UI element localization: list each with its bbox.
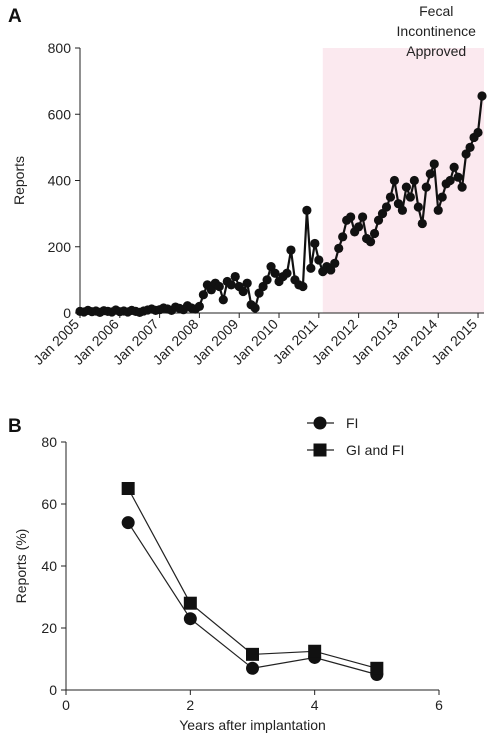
reports-data-point: [346, 212, 356, 222]
reports-data-point: [218, 295, 228, 305]
gi-and-fi-data-point: [121, 482, 135, 495]
panel-a-letter: A: [8, 6, 22, 27]
reports-data-point: [385, 192, 396, 202]
panel-b-y-tick-label: 40: [41, 558, 57, 574]
reports-data-point: [373, 215, 384, 225]
reports-data-point: [405, 192, 415, 202]
panel-b-x-axis-label: Years after implantation: [179, 717, 326, 733]
reports-data-point: [338, 232, 348, 242]
legend-square-marker: [313, 443, 327, 457]
reports-data-point: [429, 159, 439, 169]
panel-a-y-tick-label: 0: [63, 305, 71, 321]
reports-data-point: [306, 263, 316, 273]
reports-data-point: [393, 199, 404, 209]
reports-data-point: [401, 182, 411, 192]
reports-data-point: [457, 182, 467, 192]
reports-data-point: [389, 175, 400, 186]
reports-data-point: [194, 301, 205, 311]
reports-data-point: [314, 255, 324, 265]
reports-data-point: [310, 238, 320, 249]
reports-data-point: [449, 162, 459, 172]
reports-data-point: [330, 258, 340, 268]
panel-b-x-tick-label: 2: [186, 697, 194, 713]
fi-data-point: [246, 661, 259, 675]
reports-data-point: [286, 245, 296, 255]
gi-and-fi-data-point: [370, 661, 384, 675]
reports-data-point: [302, 205, 312, 215]
reports-data-point: [477, 91, 487, 101]
reports-data-point: [206, 285, 216, 295]
annotation-line: Approved: [406, 43, 466, 59]
reports-data-point: [198, 290, 208, 300]
legend-label: FI: [346, 415, 358, 431]
reports-data-point: [409, 175, 419, 186]
series-line-square: [127, 488, 377, 669]
reports-data-point: [369, 228, 380, 239]
reports-data-point: [250, 303, 260, 313]
reports-data-point: [238, 286, 248, 297]
reports-data-point: [437, 192, 447, 202]
gi-and-fi-data-point: [308, 644, 322, 658]
reports-data-point: [354, 222, 364, 232]
reports-data-point: [365, 237, 376, 247]
reports-data-point: [262, 275, 272, 285]
reports-data-point: [381, 202, 392, 212]
annotation-line: Fecal: [419, 3, 453, 19]
reports-data-point: [358, 212, 368, 222]
panel-a-y-tick-label: 800: [48, 40, 72, 56]
panel-b-letter: B: [8, 416, 22, 437]
reports-data-point: [214, 281, 224, 292]
panel-b-y-tick-label: 0: [49, 682, 57, 698]
fi-data-point: [121, 516, 135, 530]
reports-data-point: [461, 149, 471, 159]
panel-b-legend: FI GI and FI: [307, 415, 404, 458]
annotation-line: Incontinence: [397, 23, 477, 39]
reports-data-point: [433, 205, 443, 215]
reports-data-point: [397, 205, 408, 215]
reports-data-point: [258, 281, 268, 292]
reports-data-point: [226, 280, 236, 290]
reports-data-point: [270, 268, 280, 278]
reports-data-point: [473, 127, 483, 138]
gi-and-fi-data-point: [183, 596, 197, 610]
reports-data-point: [326, 265, 336, 275]
panel-a-y-axis-label: Reports: [11, 156, 27, 205]
fi-data-point: [183, 612, 197, 626]
panel-b-y-tick-label: 60: [41, 496, 57, 512]
reports-data-point: [377, 209, 388, 219]
panel-a-y-tick-label: 400: [48, 173, 72, 189]
reports-data-point: [230, 271, 240, 282]
panel-b-y-tick-label: 80: [41, 434, 57, 450]
reports-data-point: [445, 175, 455, 186]
reports-data-point: [298, 281, 308, 292]
panel-a-y-tick-label: 200: [48, 239, 72, 255]
reports-data-point: [465, 142, 475, 152]
panel-b-x-tick-label: 6: [435, 697, 443, 713]
legend-label: GI and FI: [346, 442, 404, 458]
panel-b-y-axis-label: Reports (%): [13, 529, 29, 604]
reports-data-point: [282, 268, 292, 278]
reports-data-point: [421, 182, 431, 192]
panel-b-y-tick-label: 20: [41, 620, 57, 636]
fecal-incontinence-approved-annotation: Fecal Incontinence Approved: [397, 3, 477, 59]
reports-data-point: [242, 278, 252, 288]
reports-data-point: [334, 243, 344, 254]
reports-data-point: [413, 202, 423, 212]
reports-data-point: [425, 169, 435, 179]
panel-b-x-tick-label: 4: [311, 697, 319, 713]
gi-and-fi-data-point: [246, 647, 259, 661]
reports-data-point: [453, 172, 463, 182]
reports-data-point: [266, 262, 276, 272]
reports-data-point: [417, 218, 427, 229]
legend-circle-marker: [313, 416, 327, 430]
panel-a-y-tick-label: 600: [48, 106, 72, 122]
reports-data-point: [254, 288, 264, 298]
panel-b-x-tick-label: 0: [62, 697, 70, 713]
